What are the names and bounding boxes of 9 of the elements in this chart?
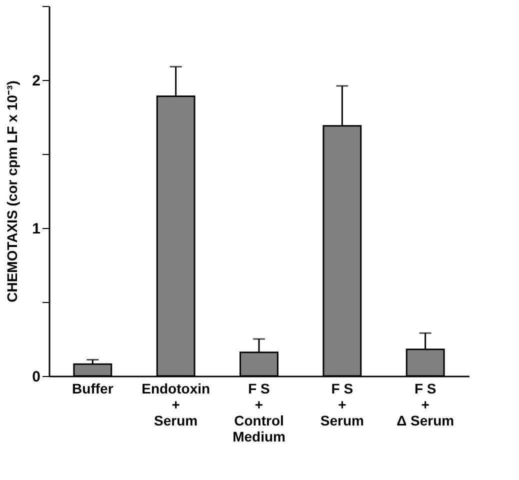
x-tick-label: F S + Serum: [320, 380, 364, 428]
y-tick-label: 2: [32, 72, 40, 90]
x-tick-label: F S + Δ Serum: [396, 380, 454, 428]
x-tick-label: F S + Control Medium: [232, 380, 286, 444]
y-tick-label: 1: [32, 220, 40, 238]
y-axis-title: CHEMOTAXIS (cor cpm LF x 10⁻³): [4, 80, 20, 302]
x-tick-label: Buffer: [72, 380, 114, 396]
y-tick-label: 0: [32, 368, 40, 386]
x-tick-label: Endotoxin + Serum: [142, 380, 210, 428]
